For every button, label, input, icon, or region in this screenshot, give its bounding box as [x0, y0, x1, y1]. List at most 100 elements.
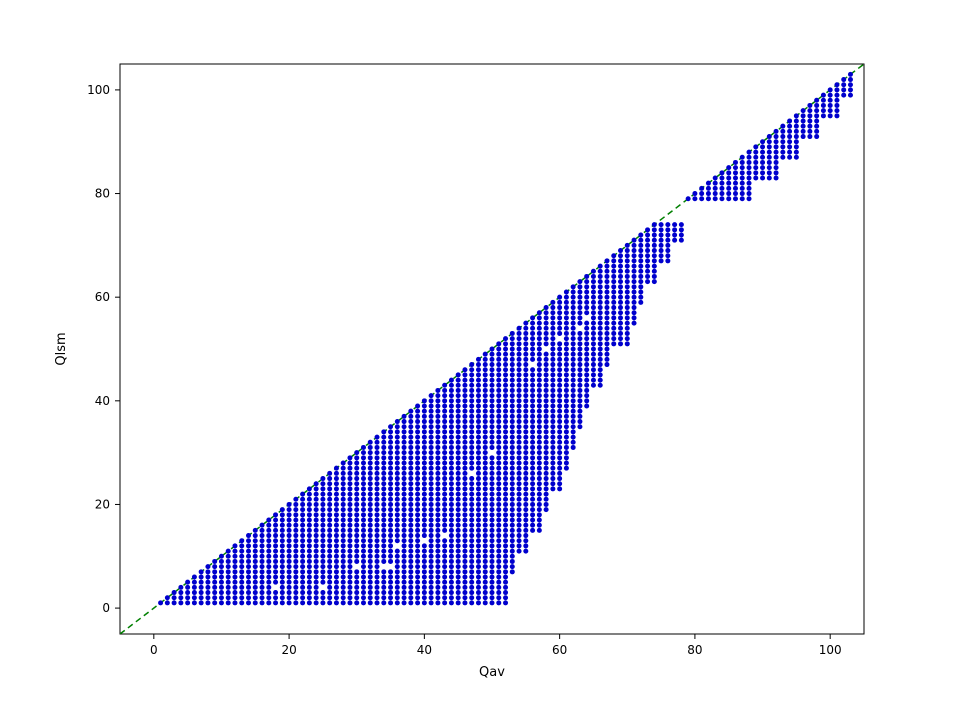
- scatter-point: [469, 435, 474, 440]
- scatter-point: [604, 284, 609, 289]
- scatter-point: [523, 528, 528, 533]
- scatter-point: [598, 295, 603, 300]
- scatter-point: [435, 486, 440, 491]
- scatter-point: [314, 486, 319, 491]
- scatter-point: [665, 233, 670, 238]
- scatter-point: [246, 569, 251, 574]
- scatter-point: [422, 507, 427, 512]
- scatter-point: [280, 585, 285, 590]
- scatter-point: [341, 533, 346, 538]
- scatter-point: [517, 492, 522, 497]
- scatter-point: [314, 595, 319, 600]
- scatter-point: [652, 253, 657, 258]
- scatter-point: [645, 238, 650, 243]
- scatter-point: [679, 227, 684, 232]
- scatter-point: [483, 507, 488, 512]
- scatter-point: [469, 518, 474, 523]
- scatter-point: [435, 575, 440, 580]
- scatter-point: [503, 538, 508, 543]
- scatter-point: [361, 466, 366, 471]
- scatter-point: [381, 549, 386, 554]
- scatter-point: [726, 181, 731, 186]
- scatter-point: [490, 543, 495, 548]
- scatter-point: [517, 388, 522, 393]
- scatter-point: [442, 554, 447, 559]
- scatter-point: [273, 538, 278, 543]
- scatter-point: [327, 549, 332, 554]
- scatter-point: [503, 600, 508, 605]
- scatter-point: [530, 388, 535, 393]
- scatter-point: [571, 435, 576, 440]
- scatter-point: [388, 600, 393, 605]
- scatter-point: [719, 170, 724, 175]
- scatter-point: [476, 497, 481, 502]
- scatter-point: [598, 347, 603, 352]
- scatter-point: [517, 383, 522, 388]
- scatter-point: [794, 119, 799, 124]
- scatter-point: [753, 155, 758, 160]
- scatter-point: [381, 466, 386, 471]
- scatter-point: [314, 533, 319, 538]
- scatter-point: [408, 424, 413, 429]
- scatter-point: [415, 549, 420, 554]
- scatter-point: [402, 523, 407, 528]
- scatter-point: [801, 108, 806, 113]
- scatter-point: [449, 450, 454, 455]
- scatter-point: [557, 466, 562, 471]
- scatter-point: [422, 580, 427, 585]
- scatter-point: [381, 461, 386, 466]
- scatter-point: [598, 284, 603, 289]
- scatter-point: [334, 600, 339, 605]
- scatter-point: [280, 569, 285, 574]
- scatter-point: [375, 575, 380, 580]
- scatter-point: [415, 461, 420, 466]
- scatter-point: [814, 113, 819, 118]
- scatter-point: [158, 600, 163, 605]
- scatter-point: [604, 279, 609, 284]
- scatter-point: [185, 585, 190, 590]
- scatter-point: [395, 419, 400, 424]
- scatter-point: [496, 549, 501, 554]
- scatter-point: [266, 600, 271, 605]
- scatter-point: [537, 502, 542, 507]
- scatter-point: [632, 274, 637, 279]
- scatter-point: [611, 321, 616, 326]
- scatter-point: [834, 108, 839, 113]
- scatter-point: [503, 569, 508, 574]
- scatter-point: [422, 419, 427, 424]
- scatter-point: [368, 595, 373, 600]
- scatter-point: [753, 150, 758, 155]
- scatter-point: [415, 404, 420, 409]
- scatter-point: [361, 569, 366, 574]
- scatter-point: [530, 331, 535, 336]
- scatter-point: [537, 518, 542, 523]
- scatter-point: [564, 290, 569, 295]
- scatter-point: [496, 419, 501, 424]
- scatter-point: [456, 481, 461, 486]
- scatter-point: [266, 595, 271, 600]
- scatter-point: [266, 575, 271, 580]
- scatter-point: [787, 139, 792, 144]
- scatter-point: [266, 554, 271, 559]
- scatter-point: [726, 176, 731, 181]
- scatter-point: [388, 512, 393, 517]
- scatter-point: [354, 476, 359, 481]
- scatter-point: [490, 585, 495, 590]
- scatter-point: [462, 549, 467, 554]
- scatter-point: [632, 264, 637, 269]
- scatter-point: [212, 569, 217, 574]
- scatter-point: [408, 429, 413, 434]
- scatter-point: [205, 595, 210, 600]
- scatter-point: [266, 533, 271, 538]
- scatter-point: [449, 585, 454, 590]
- scatter-point: [246, 543, 251, 548]
- scatter-point: [219, 590, 224, 595]
- scatter-point: [632, 305, 637, 310]
- scatter-point: [260, 595, 265, 600]
- scatter-point: [395, 580, 400, 585]
- scatter-point: [334, 595, 339, 600]
- scatter-point: [293, 518, 298, 523]
- scatter-point: [320, 575, 325, 580]
- scatter-point: [564, 341, 569, 346]
- scatter-point: [293, 538, 298, 543]
